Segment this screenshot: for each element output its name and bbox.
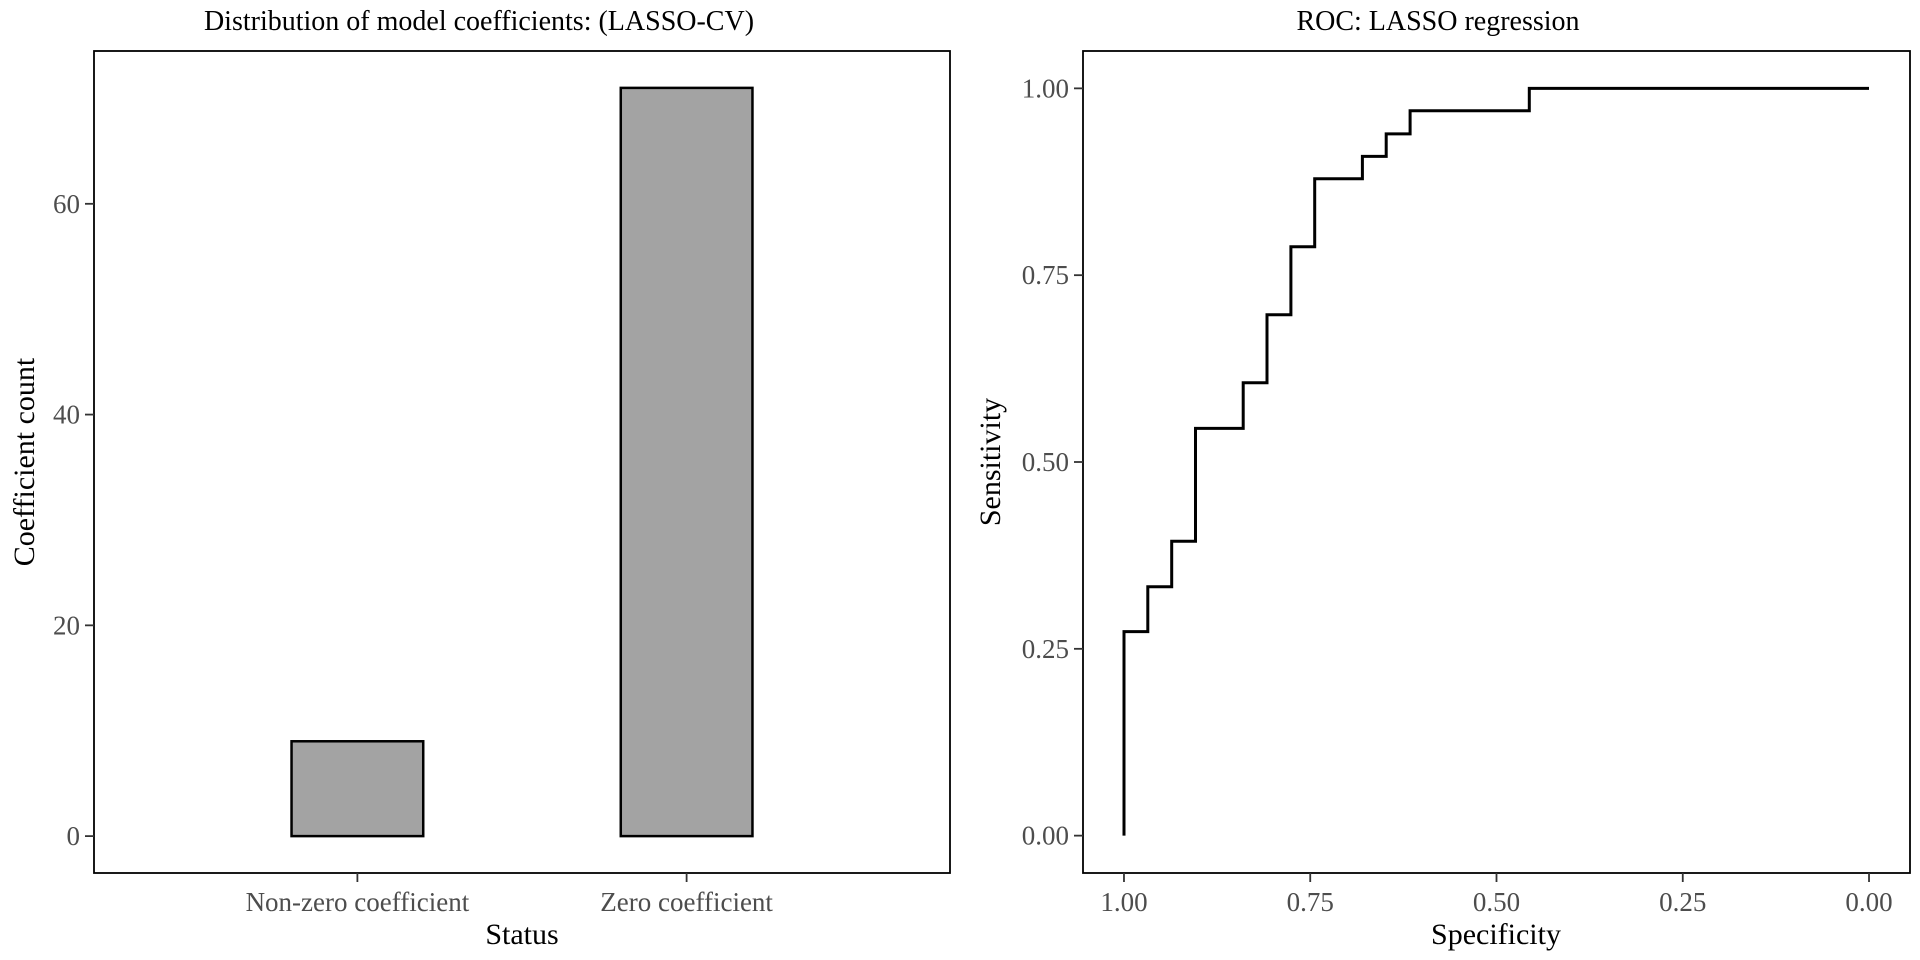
roc-chart-x-axis: 1.00 0.75 0.50 0.25 0.00	[1100, 873, 1893, 917]
y-tick-label: 0.50	[1022, 447, 1069, 477]
x-tick-label: 1.00	[1100, 887, 1147, 917]
y-tick-label: 40	[53, 400, 80, 430]
roc-chart-y-title: Sensitivity	[974, 398, 1007, 526]
y-tick-label: 0.25	[1022, 634, 1069, 664]
roc-chart-title: ROC: LASSO regression	[1296, 6, 1579, 37]
roc-chart-x-title: Specificity	[1431, 918, 1561, 951]
x-tick-label: Non-zero coefficient	[246, 887, 470, 917]
roc-chart-plot-frame	[1082, 50, 1911, 874]
bar-chart-x-axis: Non-zero coefficient Zero coefficient	[246, 873, 773, 917]
y-tick-label: 60	[53, 189, 80, 219]
y-tick-label: 20	[53, 610, 80, 640]
y-tick-label: 0	[67, 821, 81, 851]
bar-chart-title: Distribution of model coefficients: (LAS…	[204, 6, 754, 37]
y-tick-label: 0.75	[1022, 260, 1069, 290]
y-tick-label: 1.00	[1022, 73, 1069, 103]
bar-chart-plot-frame	[93, 50, 951, 874]
bar-chart-y-axis: 0 20 40 60	[53, 189, 94, 851]
bar-chart-bars	[290, 86, 754, 838]
x-tick-label: 0.25	[1659, 887, 1706, 917]
bar	[290, 740, 425, 838]
roc-curve-line	[1122, 86, 1869, 836]
x-tick-label: 0.00	[1845, 887, 1892, 917]
x-tick-label: 0.50	[1473, 887, 1520, 917]
bar-chart-y-title: Coefficient count	[8, 357, 41, 566]
roc-chart-y-axis: 0.00 0.25 0.50 0.75 1.00	[1022, 73, 1083, 851]
x-tick-label: Zero coefficient	[600, 887, 773, 917]
x-tick-label: 0.75	[1287, 887, 1334, 917]
y-tick-label: 0.00	[1022, 821, 1069, 851]
bar-chart-panel: Distribution of model coefficients: (LAS…	[8, 6, 951, 951]
bar	[619, 86, 754, 838]
bar-chart-x-title: Status	[485, 918, 558, 951]
roc-chart-panel: ROC: LASSO regression 0.000.250.500.751.…	[974, 6, 1911, 951]
